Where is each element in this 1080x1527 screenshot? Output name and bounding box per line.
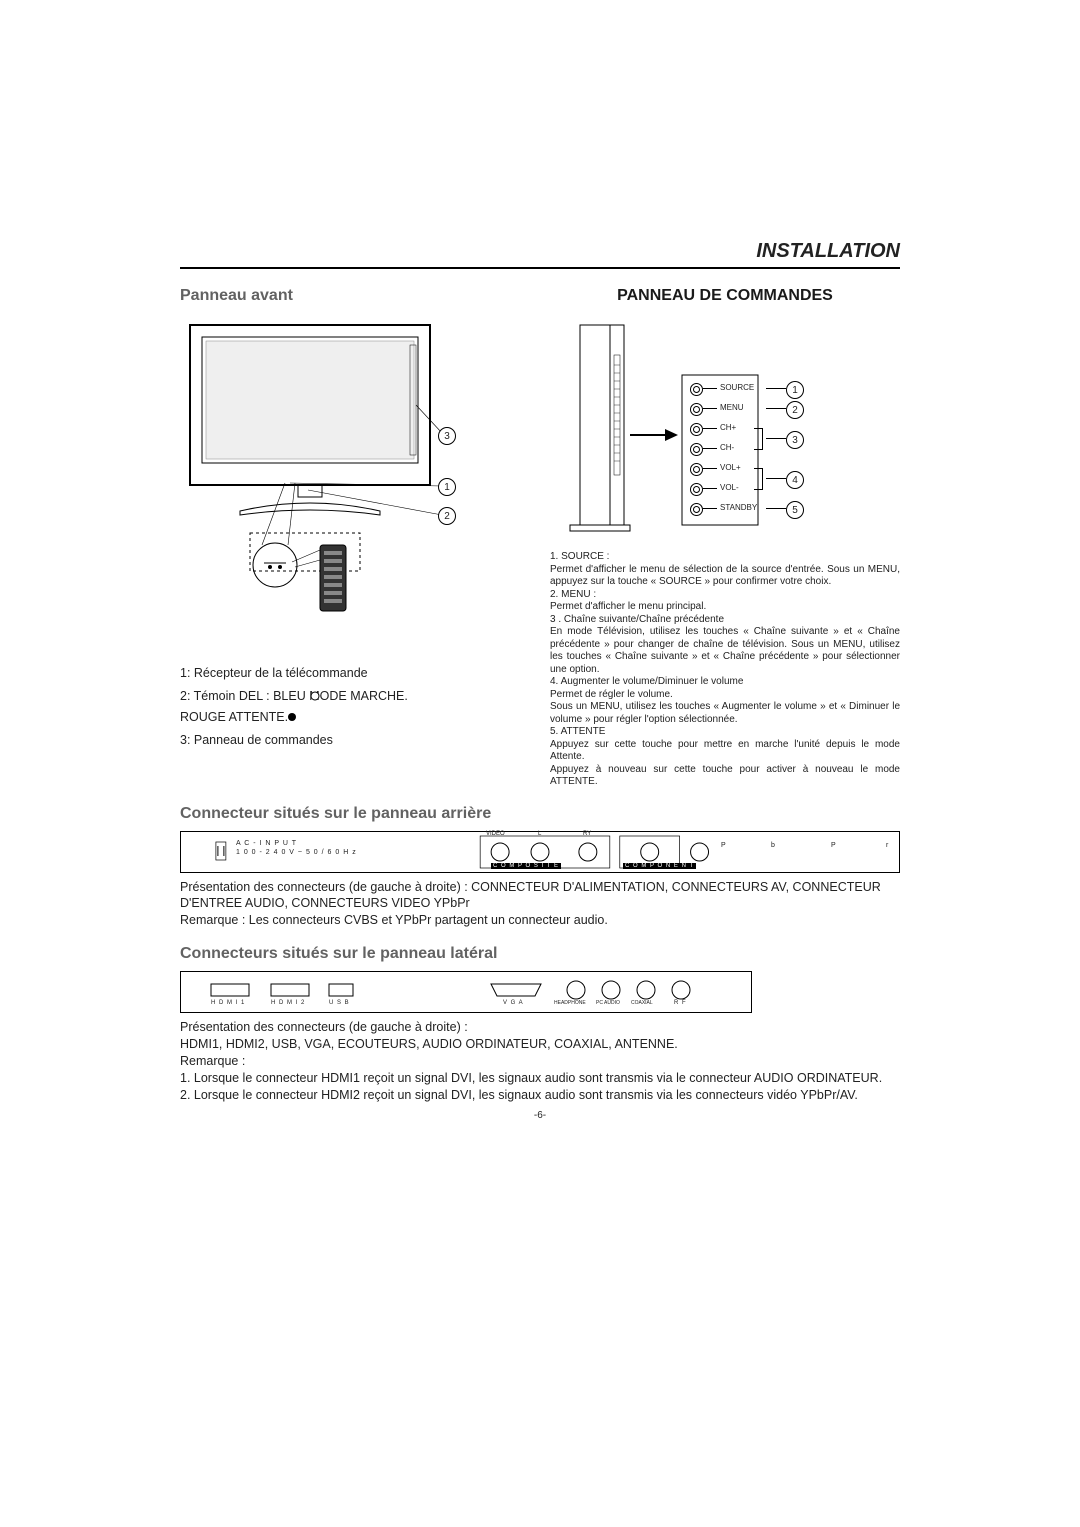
panel-button — [690, 423, 703, 436]
panel-button-label: VOL+ — [720, 463, 741, 472]
lbl-hdmi1: H D M I 1 — [211, 1000, 245, 1006]
two-column-layout: Panneau avant — [180, 287, 900, 789]
panel-button-number: 5 — [786, 501, 804, 519]
lbl-component: C O M P O N E N T — [623, 863, 696, 869]
fp-item-3: 3: Panneau de commandes — [180, 732, 530, 749]
rear-conn-heading: Connecteur situés sur le panneau arrière — [180, 805, 900, 823]
cp-d2: 2. MENU : — [550, 589, 900, 602]
fp-item-2: 2: Témoin DEL : BLEU MODE MARCHE. — [180, 688, 530, 705]
side-connector-diagram: H D M I 1 H D M I 2 U S B V G A HEADPHON… — [180, 971, 752, 1013]
lbl-hp: HEADPHONE — [554, 1000, 586, 1006]
lbl-p1: P — [721, 842, 726, 849]
lbl-pcaudio: PC AUDIO — [596, 1000, 620, 1006]
fp-item-2b: ROUGE ATTENTE. — [180, 709, 530, 726]
section-title: INSTALLATION — [180, 240, 900, 269]
ac-label2: 1 0 0 - 2 4 0 V ~ 5 0 / 6 0 H z — [236, 849, 357, 856]
cp-d9: 5. ATTENTE — [550, 726, 900, 739]
callout-3: 3 — [438, 427, 456, 445]
cp-d11: Appuyez à nouveau sur cette touche pour … — [550, 764, 900, 789]
rc-d0: Présentation des connecteurs (de gauche … — [180, 879, 900, 913]
page-number: -6- — [180, 1110, 900, 1121]
sc-d0: Présentation des connecteurs (de gauche … — [180, 1019, 900, 1036]
callout-2: 2 — [438, 507, 456, 525]
lbl-vga: V G A — [503, 1000, 524, 1006]
callout-1: 1 — [438, 478, 456, 496]
rear-connector-diagram: A C - I N P U T 1 0 0 - 2 4 0 V ~ 5 0 / … — [180, 831, 900, 873]
lbl-p2: P — [831, 842, 836, 849]
panel-button — [690, 403, 703, 416]
cp-d7: Permet de régler le volume. — [550, 689, 900, 702]
panel-button-label: VOL- — [720, 483, 739, 492]
cp-d0: 1. SOURCE : — [550, 551, 900, 564]
panel-button — [690, 483, 703, 496]
left-column: Panneau avant — [180, 287, 530, 789]
lbl-ry: RY — [583, 831, 591, 837]
panel-button-number: 4 — [786, 471, 804, 489]
sc-d1: HDMI1, HDMI2, USB, VGA, ECOUTEURS, AUDIO… — [180, 1036, 900, 1053]
lbl-composite: C O M P O S I T E — [491, 863, 561, 869]
sc-d3: 1. Lorsque le connecteur HDMI1 reçoit un… — [180, 1070, 900, 1087]
panel-button-label: MENU — [720, 403, 744, 412]
control-panel-heading: PANNEAU DE COMMANDES — [550, 287, 900, 305]
lbl-rf: R F — [674, 1000, 687, 1006]
ac-label1: A C - I N P U T — [236, 840, 297, 847]
front-panel-heading: Panneau avant — [180, 287, 530, 305]
rear-conn-desc: Présentation des connecteurs (de gauche … — [180, 879, 900, 930]
lbl-hdmi2: H D M I 2 — [271, 1000, 305, 1006]
cp-d5: En mode Télévision, utilisez les touches… — [550, 626, 900, 676]
sc-d4: 2. Lorsque le connecteur HDMI2 reçoit un… — [180, 1087, 900, 1104]
side-conn-desc: Présentation des connecteurs (de gauche … — [180, 1019, 900, 1103]
panel-button-number: 3 — [786, 431, 804, 449]
panel-button — [690, 463, 703, 476]
front-panel-items: 1: Récepteur de la télécommande 2: Témoi… — [180, 665, 530, 749]
lbl-usb: U S B — [329, 1000, 350, 1006]
panel-button-number: 2 — [786, 401, 804, 419]
panel-button-label: CH+ — [720, 423, 736, 432]
lbl-r: r — [886, 842, 888, 849]
panel-button-label: STANDBY — [720, 503, 757, 512]
lbl-l: L — [538, 831, 541, 837]
lbl-coax: COAXIAL — [631, 1000, 653, 1006]
cp-d4: 3 . Chaîne suivante/Chaîne précédente — [550, 614, 900, 627]
side-conn-heading: Connecteurs situés sur le panneau latéra… — [180, 945, 900, 963]
right-column: PANNEAU DE COMMANDES — [550, 287, 900, 789]
rc-d1: Remarque : Les connecteurs CVBS et YPbPr… — [180, 912, 900, 929]
panel-button — [690, 503, 703, 516]
cp-d1: Permet d'afficher le menu de sélection d… — [550, 564, 900, 589]
page: INSTALLATION Panneau avant — [0, 0, 1080, 1527]
panel-button — [690, 443, 703, 456]
panel-button — [690, 383, 703, 396]
control-panel-desc: 1. SOURCE : Permet d'afficher le menu de… — [550, 551, 900, 789]
cp-d6: 4. Augmenter le volume/Diminuer le volum… — [550, 676, 900, 689]
panel-button-label: SOURCE — [720, 383, 754, 392]
lbl-video: VIDEO — [486, 831, 505, 837]
panel-button-label: CH- — [720, 443, 734, 452]
cp-d3: Permet d'afficher le menu principal. — [550, 601, 900, 614]
sc-d2: Remarque : — [180, 1053, 900, 1070]
tv-front-diagram: 3 1 2 — [180, 315, 460, 615]
lbl-b: b — [771, 842, 775, 849]
control-panel-diagram: SOURCE MENU CH+ CH- VOL+ VOL- STANDBY 1 2 3 4 5 — [550, 315, 900, 545]
cp-d8: Sous un MENU, utilisez les touches « Aug… — [550, 701, 900, 726]
fp-item-1: 1: Récepteur de la télécommande — [180, 665, 530, 682]
panel-button-number: 1 — [786, 381, 804, 399]
cp-d10: Appuyez sur cette touche pour mettre en … — [550, 739, 900, 764]
